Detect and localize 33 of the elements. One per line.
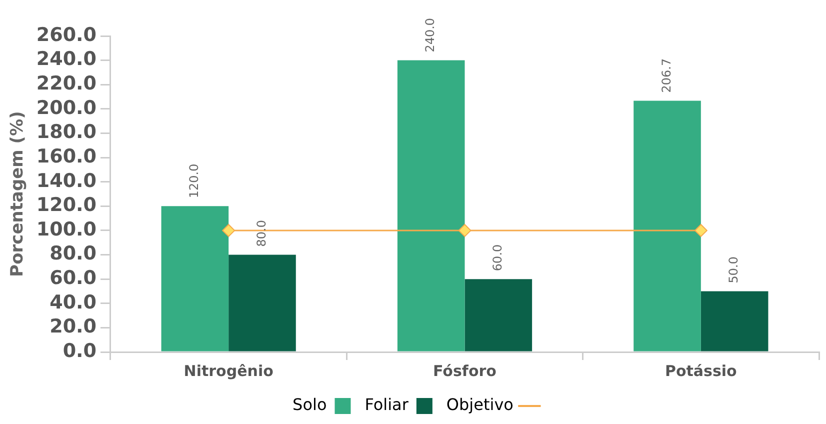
bar [397, 60, 465, 352]
y-tick-label: 100.0 [36, 218, 96, 240]
y-tick-label: 220.0 [36, 72, 96, 95]
bar [161, 206, 229, 352]
data-label: 50.0 [726, 256, 741, 284]
legend-label: Foliar [364, 395, 409, 414]
legend-label: Solo [292, 395, 327, 414]
bar [634, 100, 701, 352]
data-label: 60.0 [490, 244, 505, 272]
y-tick-label: 140.0 [36, 170, 96, 192]
y-tick-label: 180.0 [36, 121, 96, 144]
bar [464, 279, 532, 352]
x-tick-label: Nitrogênio [184, 362, 274, 380]
y-tick-label: 20.0 [50, 316, 96, 338]
y-tick-label: 0.0 [62, 340, 96, 362]
data-label: 240.0 [423, 18, 438, 52]
y-tick-label: 120.0 [36, 194, 96, 216]
y-tick-label: 240.0 [36, 48, 96, 70]
y-tick-label: 60.0 [50, 267, 96, 290]
y-tick-label: 260.0 [36, 24, 96, 46]
bar [228, 254, 296, 352]
data-label: 80.0 [254, 220, 268, 247]
y-tick-label: 160.0 [36, 145, 96, 168]
y-tick-label: 200.0 [36, 96, 96, 119]
y-tick-label: 40.0 [50, 291, 96, 314]
data-label: 120.0 [187, 164, 202, 198]
legend-label: Objetivo [446, 395, 514, 414]
y-axis-title: Porcentagem (%) [8, 111, 28, 277]
data-label: 206.7 [659, 58, 674, 93]
y-tick-label: 80.0 [50, 242, 96, 265]
bar [700, 291, 768, 352]
x-tick-label: Potássio [664, 362, 737, 380]
x-tick-label: Fósforo [433, 362, 496, 380]
